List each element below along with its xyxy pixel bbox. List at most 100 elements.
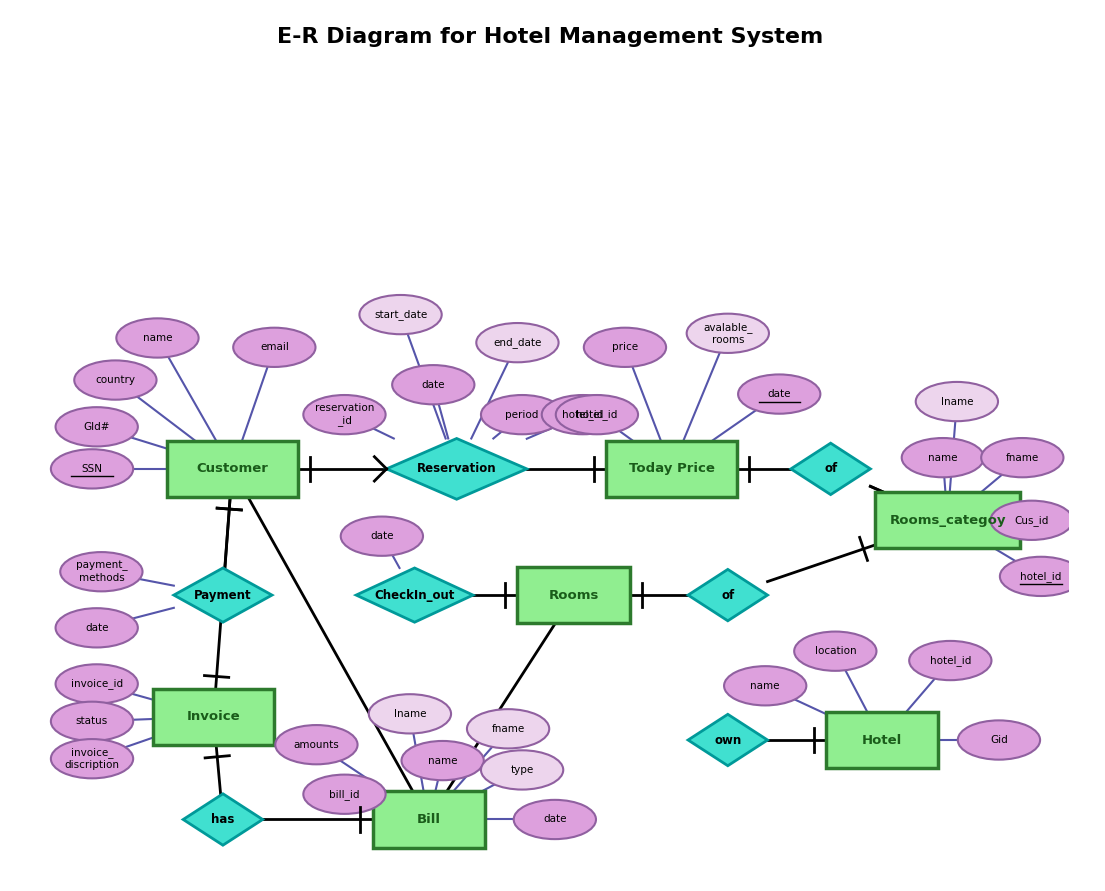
Text: lname: lname <box>393 709 427 719</box>
Ellipse shape <box>51 702 134 741</box>
Polygon shape <box>387 438 527 499</box>
Text: has: has <box>211 813 234 826</box>
Ellipse shape <box>958 721 1040 760</box>
Text: name: name <box>750 681 780 691</box>
Ellipse shape <box>981 438 1063 478</box>
Polygon shape <box>688 569 768 621</box>
Text: hotel_id: hotel_id <box>576 409 618 420</box>
Text: amounts: amounts <box>294 740 339 749</box>
Ellipse shape <box>401 741 484 781</box>
Text: date: date <box>421 380 445 389</box>
FancyBboxPatch shape <box>607 441 737 497</box>
Ellipse shape <box>467 709 549 748</box>
Ellipse shape <box>233 328 316 367</box>
Text: Rooms: Rooms <box>548 589 599 601</box>
FancyBboxPatch shape <box>372 791 485 847</box>
Text: of: of <box>824 462 838 476</box>
Ellipse shape <box>738 374 820 413</box>
Text: invoice_
discription: invoice_ discription <box>64 748 119 770</box>
Ellipse shape <box>275 725 358 764</box>
Ellipse shape <box>541 395 624 434</box>
Text: invoice_id: invoice_id <box>71 678 123 690</box>
Text: end_date: end_date <box>493 337 541 348</box>
Polygon shape <box>173 568 272 622</box>
Ellipse shape <box>61 552 143 592</box>
Ellipse shape <box>476 323 558 363</box>
Ellipse shape <box>116 318 199 357</box>
Text: date: date <box>85 623 108 633</box>
Text: Cus_id: Cus_id <box>1014 515 1049 526</box>
Text: payment_
methods: payment_ methods <box>75 560 127 583</box>
Ellipse shape <box>916 382 998 421</box>
Text: Payment: Payment <box>194 589 252 601</box>
FancyBboxPatch shape <box>152 689 274 745</box>
Text: own: own <box>714 733 741 747</box>
Text: name: name <box>928 453 958 462</box>
Polygon shape <box>791 443 871 495</box>
Ellipse shape <box>51 739 134 779</box>
Polygon shape <box>183 794 263 846</box>
Text: hotel_id: hotel_id <box>562 409 603 420</box>
Ellipse shape <box>686 314 769 353</box>
Ellipse shape <box>51 449 134 488</box>
Ellipse shape <box>909 641 991 680</box>
Text: period: period <box>505 410 539 420</box>
Ellipse shape <box>556 395 638 434</box>
Text: CheckIn_out: CheckIn_out <box>375 589 455 601</box>
FancyBboxPatch shape <box>875 492 1020 548</box>
Ellipse shape <box>514 800 596 839</box>
Text: type: type <box>511 765 534 775</box>
Text: Today Price: Today Price <box>629 462 715 476</box>
Ellipse shape <box>990 501 1073 540</box>
Text: date: date <box>768 389 791 399</box>
Text: Customer: Customer <box>197 462 269 476</box>
Text: status: status <box>76 716 108 726</box>
Text: Bill: Bill <box>417 813 441 826</box>
Text: E-R Diagram for Hotel Management System: E-R Diagram for Hotel Management System <box>277 27 823 47</box>
Text: date: date <box>543 814 567 824</box>
Text: hotel_id: hotel_id <box>929 655 971 666</box>
Polygon shape <box>688 715 768 765</box>
Ellipse shape <box>481 750 564 789</box>
FancyBboxPatch shape <box>167 441 297 497</box>
Text: Rooms_categoy: Rooms_categoy <box>890 514 1006 527</box>
Text: date: date <box>370 531 393 541</box>
Text: of: of <box>722 589 735 601</box>
Ellipse shape <box>369 694 451 733</box>
Text: Gid: Gid <box>990 735 1008 745</box>
Ellipse shape <box>55 665 138 704</box>
Text: fname: fname <box>492 723 525 734</box>
Ellipse shape <box>359 295 442 334</box>
Text: name: name <box>428 756 457 765</box>
Text: avalable_
rooms: avalable_ rooms <box>703 322 753 345</box>
Text: email: email <box>260 342 288 352</box>
Text: reservation
_id: reservation _id <box>315 404 375 426</box>
Ellipse shape <box>340 517 423 556</box>
Polygon shape <box>356 568 473 622</box>
Text: fname: fname <box>1006 453 1039 462</box>
Ellipse shape <box>794 632 876 671</box>
Ellipse shape <box>392 365 474 405</box>
Ellipse shape <box>902 438 983 478</box>
Text: bill_id: bill_id <box>329 789 360 800</box>
Ellipse shape <box>481 395 564 434</box>
Ellipse shape <box>55 609 138 648</box>
Ellipse shape <box>1000 557 1082 596</box>
Text: Gld#: Gld# <box>84 421 111 432</box>
Text: SSN: SSN <box>82 464 103 474</box>
FancyBboxPatch shape <box>517 567 630 623</box>
Ellipse shape <box>55 407 138 446</box>
Text: Invoice: Invoice <box>187 710 241 723</box>
FancyBboxPatch shape <box>825 712 938 768</box>
Text: Hotel: Hotel <box>862 733 902 747</box>
Text: price: price <box>612 342 638 352</box>
Text: country: country <box>95 375 136 385</box>
Ellipse shape <box>74 361 157 400</box>
Ellipse shape <box>304 395 386 434</box>
Ellipse shape <box>724 666 807 706</box>
Text: lname: lname <box>940 396 974 406</box>
Text: name: name <box>143 333 172 343</box>
Text: location: location <box>814 646 856 656</box>
Ellipse shape <box>304 774 386 813</box>
Text: Reservation: Reservation <box>417 462 496 476</box>
